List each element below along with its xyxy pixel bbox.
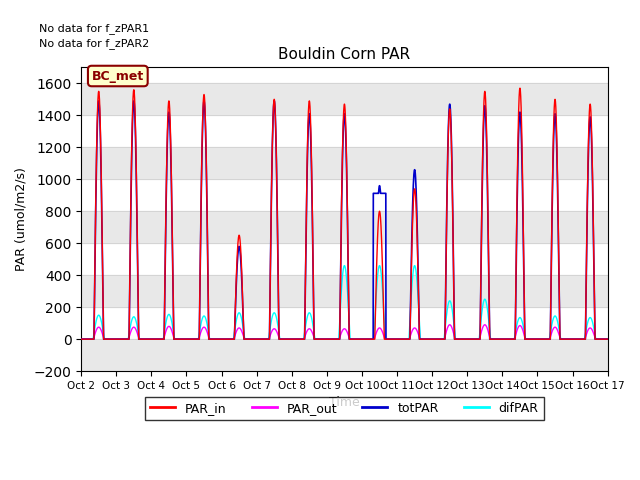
Text: No data for f_zPAR2: No data for f_zPAR2: [39, 38, 149, 49]
Bar: [81, 84, 608, 115]
Legend: PAR_in, PAR_out, totPAR, difPAR: PAR_in, PAR_out, totPAR, difPAR: [145, 396, 544, 420]
Bar: [81, 147, 608, 179]
Title: Bouldin Corn PAR: Bouldin Corn PAR: [278, 47, 410, 62]
Bar: [81, 339, 608, 371]
Y-axis label: PAR (umol/m2/s): PAR (umol/m2/s): [15, 168, 28, 271]
Bar: [81, 275, 608, 307]
Text: BC_met: BC_met: [92, 70, 144, 83]
X-axis label: Time: Time: [329, 396, 360, 409]
Bar: [81, 211, 608, 243]
Text: No data for f_zPAR1: No data for f_zPAR1: [39, 23, 149, 34]
